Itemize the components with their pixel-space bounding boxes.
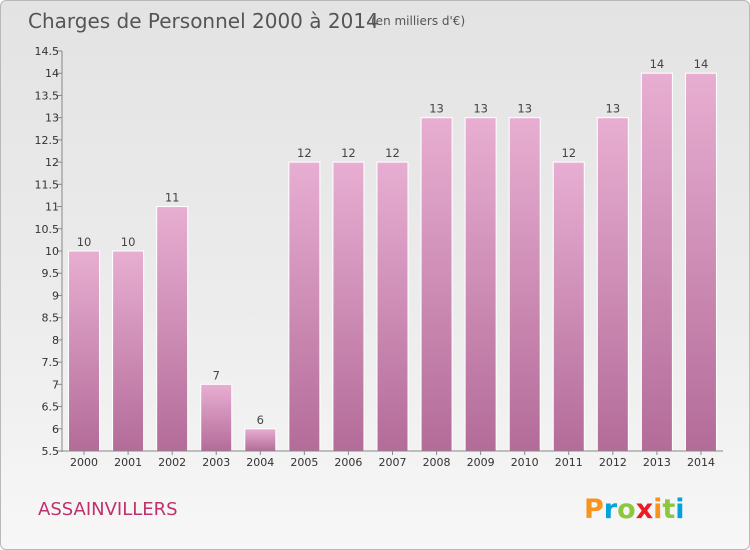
bar-value-label: 11 [165,191,180,205]
bar [244,428,277,452]
bar [376,161,409,452]
y-tick-label: 7 [52,378,59,391]
bar [464,117,497,452]
y-tick-label: 8.5 [42,312,60,325]
x-tick-label: 2014 [687,456,715,469]
proxiti-logo: Proxiti [584,494,685,525]
x-tick-label: 2002 [158,456,186,469]
y-tick-label: 11.5 [35,178,60,191]
bar-value-label: 14 [650,57,665,71]
x-tick-label: 2006 [334,456,362,469]
x-tick-label: 2012 [599,456,627,469]
y-tick-label: 5.5 [42,445,60,458]
y-tick-label: 14 [45,67,59,80]
bars-group: 10 10 11 7 6 12 12 12 13 13 13 12 13 14 14 [68,57,717,452]
y-tick-label: 13 [45,112,59,125]
y-tick-label: 13.5 [35,89,60,102]
y-tick-label: 14.5 [35,45,60,58]
x-tick-label: 2005 [290,456,318,469]
x-axis: 2000 2001 2002 2003 2004 2005 2006 2007 2008 2009… [62,450,723,469]
brand-name: Proxiti [584,494,685,525]
y-tick-label: 12.5 [35,134,60,147]
x-tick-label: 2010 [511,456,539,469]
bar [420,117,453,452]
x-tick-label: 2009 [467,456,495,469]
bar-value-label: 13 [606,102,621,116]
x-tick-label: 2013 [643,456,671,469]
y-tick-label: 8 [52,334,59,347]
x-tick-label: 2007 [379,456,407,469]
y-axis: 5.5 6 6.5 7 7.5 8 8.5 9 9.5 10 10.5 11 11.5 12 12.5 13 1… [35,45,63,458]
x-tick-label: 2004 [246,456,274,469]
bar-value-label: 12 [297,146,312,160]
y-tick-label: 7.5 [42,356,60,369]
bar [684,72,717,452]
bar-value-label: 7 [213,368,220,382]
y-tick-label: 9.5 [42,267,60,280]
y-tick-label: 10.5 [35,223,60,236]
bar [552,161,585,452]
bar [156,206,189,452]
bar [508,117,541,452]
bar [112,250,145,452]
bar-value-label: 12 [561,146,576,160]
commune-name: ASSAINVILLERS [38,499,178,520]
y-tick-label: 6.5 [42,401,60,414]
bar-value-label: 14 [694,57,709,71]
bar-value-label: 12 [385,146,400,160]
bar-value-label: 13 [473,102,488,116]
bar [288,161,321,452]
bar-value-label: 6 [257,413,264,427]
bar [640,72,673,452]
y-tick-label: 10 [45,245,59,258]
bar [68,250,101,452]
y-tick-label: 6 [52,423,59,436]
chart-title: Charges de Personnel 2000 à 2014 [28,9,379,33]
x-tick-label: 2011 [555,456,583,469]
y-tick-label: 12 [45,156,59,169]
x-tick-label: 2001 [114,456,142,469]
bar-value-label: 10 [77,235,92,249]
bar [332,161,365,452]
bar-value-label: 12 [341,146,356,160]
bar-value-label: 10 [121,235,136,249]
x-tick-label: 2008 [423,456,451,469]
x-tick-label: 2003 [202,456,230,469]
chart-subtitle: (en milliers d'€) [371,14,465,28]
y-tick-label: 11 [45,201,59,214]
bar [200,383,233,452]
bar-value-label: 13 [429,102,444,116]
x-tick-label: 2000 [70,456,98,469]
bar-value-label: 13 [517,102,532,116]
bar [596,117,629,452]
y-tick-label: 9 [52,289,59,302]
